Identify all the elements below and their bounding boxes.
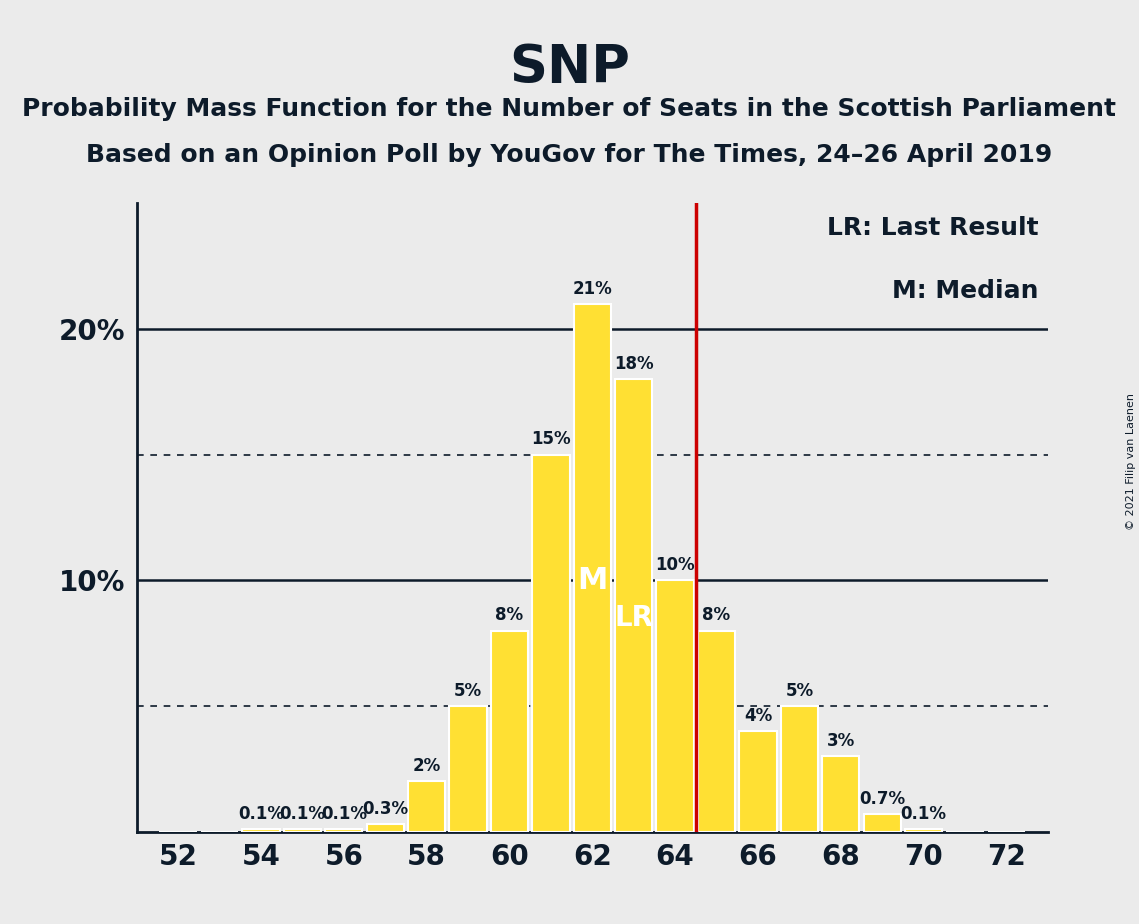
Bar bbox=[739, 731, 777, 832]
Bar bbox=[906, 829, 942, 832]
Bar bbox=[367, 824, 404, 832]
Text: © 2021 Filip van Laenen: © 2021 Filip van Laenen bbox=[1126, 394, 1136, 530]
Text: 5%: 5% bbox=[454, 682, 482, 699]
Text: 0.1%: 0.1% bbox=[279, 805, 326, 822]
Text: 4%: 4% bbox=[744, 707, 772, 724]
Bar bbox=[656, 580, 694, 832]
Text: 0.1%: 0.1% bbox=[901, 805, 947, 822]
Bar bbox=[325, 829, 362, 832]
Text: 5%: 5% bbox=[785, 682, 813, 699]
Text: 18%: 18% bbox=[614, 355, 654, 373]
Bar bbox=[822, 756, 860, 832]
Bar bbox=[491, 630, 528, 832]
Text: 8%: 8% bbox=[495, 606, 524, 625]
Text: 2%: 2% bbox=[412, 757, 441, 775]
Text: 3%: 3% bbox=[827, 732, 855, 750]
Bar bbox=[450, 706, 486, 832]
Text: LR: LR bbox=[614, 604, 653, 632]
Text: 15%: 15% bbox=[531, 431, 571, 448]
Bar bbox=[243, 829, 279, 832]
Text: Based on an Opinion Poll by YouGov for The Times, 24–26 April 2019: Based on an Opinion Poll by YouGov for T… bbox=[87, 143, 1052, 167]
Text: 0.7%: 0.7% bbox=[859, 790, 906, 808]
Bar bbox=[284, 829, 321, 832]
Bar bbox=[698, 630, 735, 832]
Text: Probability Mass Function for the Number of Seats in the Scottish Parliament: Probability Mass Function for the Number… bbox=[23, 97, 1116, 121]
Bar bbox=[532, 455, 570, 832]
Text: SNP: SNP bbox=[509, 42, 630, 93]
Bar bbox=[615, 379, 653, 832]
Text: 10%: 10% bbox=[655, 556, 695, 574]
Bar bbox=[408, 782, 445, 832]
Text: 8%: 8% bbox=[703, 606, 730, 625]
Text: LR: Last Result: LR: Last Result bbox=[827, 216, 1039, 240]
Bar bbox=[863, 814, 901, 832]
Bar bbox=[780, 706, 818, 832]
Text: M: M bbox=[577, 565, 607, 595]
Text: M: Median: M: Median bbox=[892, 279, 1039, 303]
Text: 0.3%: 0.3% bbox=[362, 800, 408, 818]
Text: 21%: 21% bbox=[573, 280, 612, 298]
Bar bbox=[574, 304, 611, 832]
Text: 0.1%: 0.1% bbox=[238, 805, 284, 822]
Text: 0.1%: 0.1% bbox=[321, 805, 367, 822]
